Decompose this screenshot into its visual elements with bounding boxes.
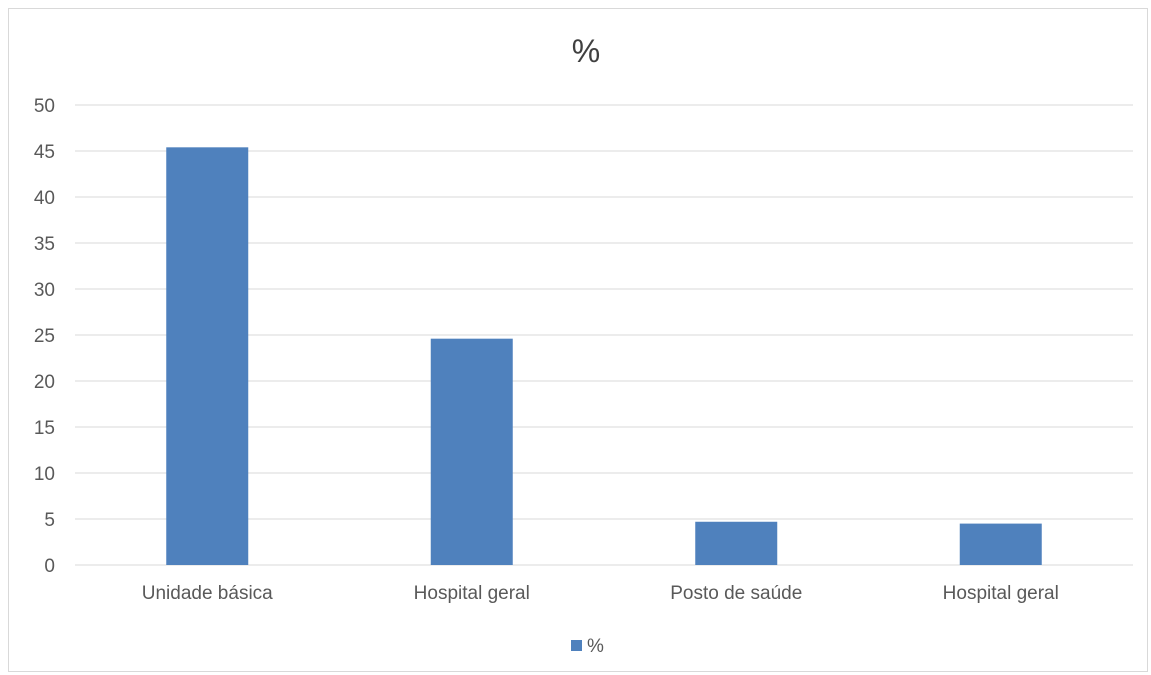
y-tick-label: 0	[44, 556, 55, 577]
x-tick-label: Unidade básica	[142, 583, 273, 604]
gridlines	[75, 104, 1133, 566]
y-tick-label: 5	[44, 510, 55, 531]
y-tick-label: 10	[34, 464, 55, 485]
y-tick-label: 35	[34, 234, 55, 255]
x-tick-label: Hospital geral	[414, 583, 530, 604]
bar	[695, 521, 778, 565]
x-tick-label: Posto de saúde	[670, 583, 802, 604]
y-tick-label: 30	[34, 280, 55, 301]
bar	[166, 147, 249, 565]
bar	[959, 523, 1042, 565]
chart-title: %	[572, 33, 600, 69]
y-tick-label: 25	[34, 326, 55, 347]
x-tick-label: Hospital geral	[943, 583, 1059, 604]
legend-label: %	[587, 636, 604, 657]
y-tick-label: 40	[34, 188, 55, 209]
bar	[430, 338, 513, 565]
y-tick-label: 45	[34, 142, 55, 163]
y-tick-label: 50	[34, 96, 55, 117]
x-axis-ticks: Unidade básica Hospital geral Posto de saú…	[142, 583, 1059, 604]
y-tick-label: 20	[34, 372, 55, 393]
legend: %	[571, 636, 604, 657]
y-axis-ticks: 0 5 10 15 20 25 30 35 40 45 50	[34, 96, 55, 577]
bars	[166, 147, 1042, 565]
y-tick-label: 15	[34, 418, 55, 439]
legend-swatch	[571, 640, 582, 651]
